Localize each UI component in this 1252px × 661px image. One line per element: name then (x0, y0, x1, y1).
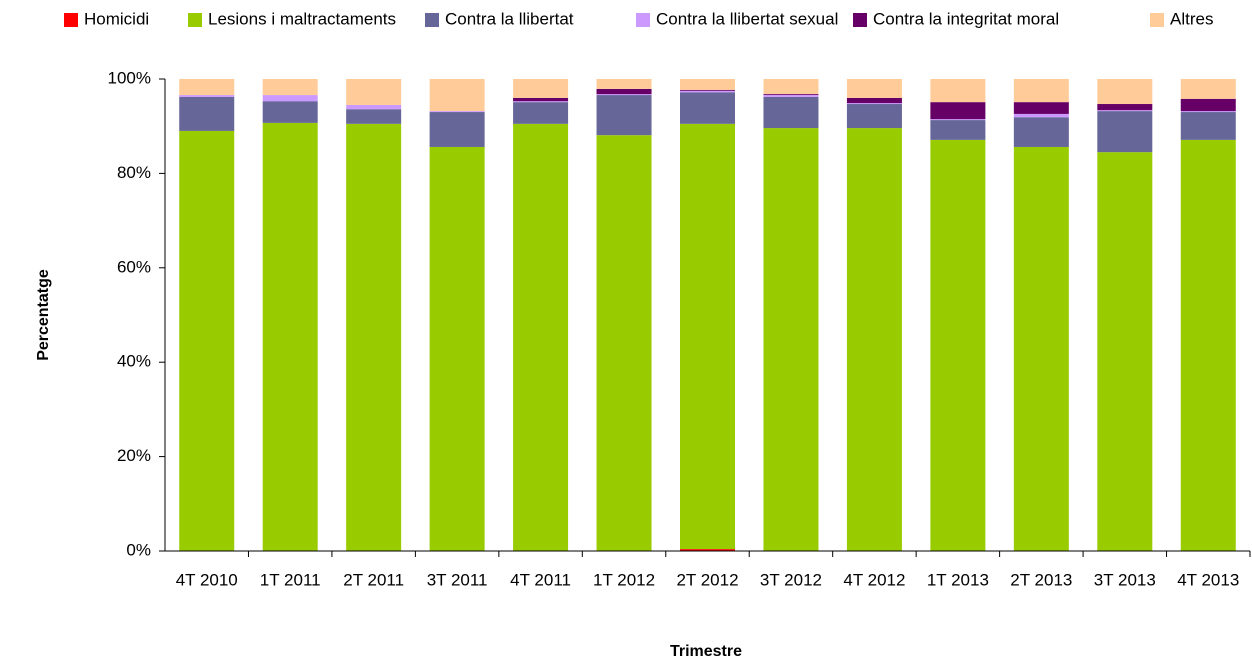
x-tick-label: 4T 2012 (843, 570, 905, 589)
bar-segment (680, 549, 735, 551)
bar-segment (680, 92, 735, 124)
x-tick-label: 3T 2013 (1094, 570, 1156, 589)
x-tick-label: 1T 2012 (593, 570, 655, 589)
bar-segment (346, 104, 402, 110)
x-tick-label: 1T 2013 (927, 570, 989, 589)
legend-label: Contra la integritat moral (873, 9, 1059, 28)
bar-segment (596, 88, 652, 95)
x-tick-label: 4T 2013 (1177, 570, 1239, 589)
bar-segment (262, 79, 318, 96)
bar-segment (1013, 79, 1069, 103)
bar-segment (1180, 111, 1236, 113)
bar-segment (346, 109, 402, 124)
x-axis-label: Trimestre (670, 643, 742, 660)
bar-segment (680, 89, 735, 91)
legend-label: Contra la llibertat sexual (656, 9, 838, 28)
bar-segment (846, 79, 902, 98)
legend-swatch (425, 13, 439, 27)
bar-segment (1180, 112, 1236, 140)
legend-label: Lesions i maltractaments (208, 9, 396, 28)
bar-segment (513, 101, 569, 103)
x-tick-label: 3T 2012 (760, 570, 822, 589)
bar-segment (1013, 117, 1069, 147)
bar-segment (596, 94, 652, 96)
legend-swatch (853, 13, 867, 27)
bar-segment (179, 130, 235, 552)
legend-swatch (636, 13, 650, 27)
bar-segment (179, 96, 235, 131)
bar-segment (179, 95, 235, 97)
bar-segment (513, 79, 569, 98)
bar-segment (1013, 113, 1069, 118)
bar-segment (680, 90, 735, 93)
bar-segment (846, 104, 902, 129)
bar-segment (1180, 139, 1236, 551)
y-tick-label: 100% (108, 68, 151, 87)
bar-segment (930, 119, 986, 121)
legend-label: Homicidi (84, 9, 149, 28)
bar-segment (763, 79, 819, 95)
bar-segment (429, 146, 485, 551)
bar-segment (1013, 146, 1069, 551)
legend-label: Altres (1170, 9, 1213, 28)
bar-segment (846, 128, 902, 551)
x-tick-label: 4T 2011 (510, 570, 571, 589)
bar-segment (513, 97, 569, 102)
bar-segment (846, 103, 902, 105)
legend-swatch (188, 13, 202, 27)
y-tick-label: 40% (117, 352, 151, 371)
bar-segment (1097, 104, 1153, 111)
bar-segment (846, 97, 902, 104)
bar-segment (429, 79, 485, 112)
bar-segment (930, 139, 986, 551)
x-tick-label: 3T 2011 (427, 570, 488, 589)
bar-segment (596, 95, 652, 136)
bar-segment (680, 123, 735, 550)
bar-segment (346, 123, 402, 551)
legend-swatch (1150, 13, 1164, 27)
x-tick-label: 2T 2013 (1010, 570, 1072, 589)
bar-segment (429, 111, 485, 113)
x-tick-label: 4T 2010 (176, 570, 238, 589)
bar-segment (1097, 110, 1153, 112)
y-tick-label: 80% (117, 163, 151, 182)
x-tick-label: 1T 2011 (260, 570, 321, 589)
bar-segment (763, 94, 819, 96)
x-tick-label: 2T 2011 (343, 570, 404, 589)
bar-segment (513, 123, 569, 551)
bar-segment (1097, 111, 1153, 153)
bar-segment (1180, 79, 1236, 99)
x-tick-label: 2T 2012 (676, 570, 738, 589)
bar-segment (930, 102, 986, 120)
bar-segment (680, 79, 735, 90)
bar-segment (262, 95, 318, 102)
bar-segment (179, 79, 235, 96)
y-tick-label: 20% (117, 446, 151, 465)
bar-segment (763, 95, 819, 97)
bar-segment (1097, 152, 1153, 551)
bar-segment (930, 120, 986, 140)
bar-segment (262, 122, 318, 551)
bar-segment (596, 135, 652, 551)
bar-segment (513, 102, 569, 124)
y-axis-label: Percentatge (35, 269, 52, 361)
bar-segment (429, 112, 485, 147)
bar-segment (763, 128, 819, 551)
bar-segment (930, 79, 986, 103)
y-tick-label: 0% (126, 540, 151, 559)
bar-segment (346, 79, 402, 105)
bar-segment (1013, 102, 1069, 114)
bar-segment (262, 101, 318, 123)
bar-segment (1180, 98, 1236, 112)
legend-label: Contra la llibertat (445, 9, 574, 28)
bar-segment (596, 79, 652, 89)
bar-segment (763, 96, 819, 129)
bar-segment (1097, 79, 1153, 105)
y-tick-label: 60% (117, 257, 151, 276)
legend-swatch (64, 13, 78, 27)
